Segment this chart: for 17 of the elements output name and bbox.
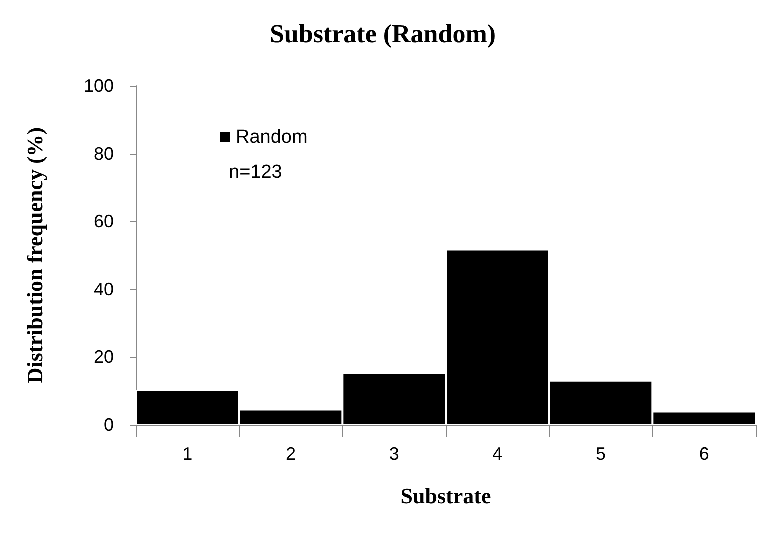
y-tick-label: 100 bbox=[84, 76, 114, 96]
y-tick-label: 20 bbox=[94, 347, 114, 368]
x-tick-label: 4 bbox=[492, 444, 503, 464]
annotation: n=123 bbox=[229, 162, 282, 183]
chart-title: Substrate (Random) bbox=[270, 20, 496, 48]
x-tick-label: 6 bbox=[699, 444, 710, 464]
y-tick-label: 40 bbox=[94, 279, 114, 300]
x-tick-label: 1 bbox=[182, 444, 193, 464]
x-tick-label: 2 bbox=[286, 444, 296, 464]
y-tick-label: 60 bbox=[94, 212, 114, 232]
y-tick-label: 0 bbox=[104, 415, 114, 435]
x-tick-label: 3 bbox=[389, 444, 400, 464]
x-tick-label: 5 bbox=[596, 444, 606, 464]
y-tick-label: 80 bbox=[94, 144, 114, 164]
y-axis-title: Distribution frequency (%) bbox=[22, 127, 48, 384]
x-axis-title: Substrate bbox=[400, 484, 492, 508]
legend-label: Random bbox=[236, 127, 308, 148]
